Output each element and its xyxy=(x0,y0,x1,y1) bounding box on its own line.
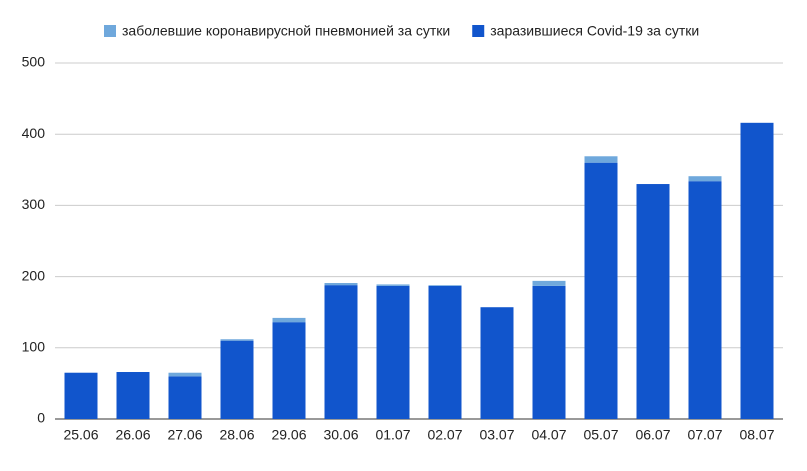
x-tick-label: 02.07 xyxy=(427,427,462,443)
bar-segment xyxy=(116,372,150,419)
y-tick-label: 500 xyxy=(22,54,46,70)
bar-segment xyxy=(272,317,306,323)
bar-segment xyxy=(688,181,722,419)
bar-segment xyxy=(168,372,202,377)
legend-swatch xyxy=(472,25,485,37)
x-tick-label: 08.07 xyxy=(739,427,774,443)
bar-segment xyxy=(740,122,774,420)
legend-label: заболевшие коронавирусной пневмонией за … xyxy=(122,23,450,39)
bar-segment xyxy=(220,340,254,419)
x-tick-label: 28.06 xyxy=(219,427,254,443)
x-tick-label: 07.07 xyxy=(687,427,722,443)
bar-segment xyxy=(168,376,202,419)
bar-segment xyxy=(584,162,618,419)
bar-segment xyxy=(428,285,462,419)
legend-swatch xyxy=(104,25,116,37)
bar-segment xyxy=(636,184,670,419)
x-tick-label: 06.07 xyxy=(635,427,670,443)
bar-segment xyxy=(272,322,306,419)
bar-segment xyxy=(532,280,566,286)
bar-segment xyxy=(324,283,358,286)
bar-segment xyxy=(376,285,410,419)
bar-segment xyxy=(324,285,358,419)
bar-segment xyxy=(688,176,722,182)
x-tick-label: 26.06 xyxy=(115,427,150,443)
y-tick-label: 200 xyxy=(22,267,46,283)
y-tick-label: 100 xyxy=(22,339,46,355)
bar-segment xyxy=(376,284,410,286)
x-tick-label: 01.07 xyxy=(375,427,410,443)
bar-segment xyxy=(480,307,514,419)
y-tick-label: 300 xyxy=(22,196,46,212)
bar-segment xyxy=(428,285,462,286)
x-tick-label: 04.07 xyxy=(531,427,566,443)
x-tick-label: 03.07 xyxy=(479,427,514,443)
bar-segment xyxy=(532,285,566,419)
bar-segment xyxy=(64,372,98,419)
bar-segment xyxy=(220,339,254,341)
y-tick-label: 0 xyxy=(37,410,45,426)
y-tick-label: 400 xyxy=(22,125,46,141)
x-tick-label: 29.06 xyxy=(271,427,306,443)
x-tick-label: 25.06 xyxy=(63,427,98,443)
legend-label: заразившиеся Covid-19 за сутки xyxy=(490,23,699,39)
x-tick-label: 30.06 xyxy=(323,427,358,443)
bar-segment xyxy=(584,156,618,163)
x-tick-label: 27.06 xyxy=(167,427,202,443)
x-tick-label: 05.07 xyxy=(583,427,618,443)
